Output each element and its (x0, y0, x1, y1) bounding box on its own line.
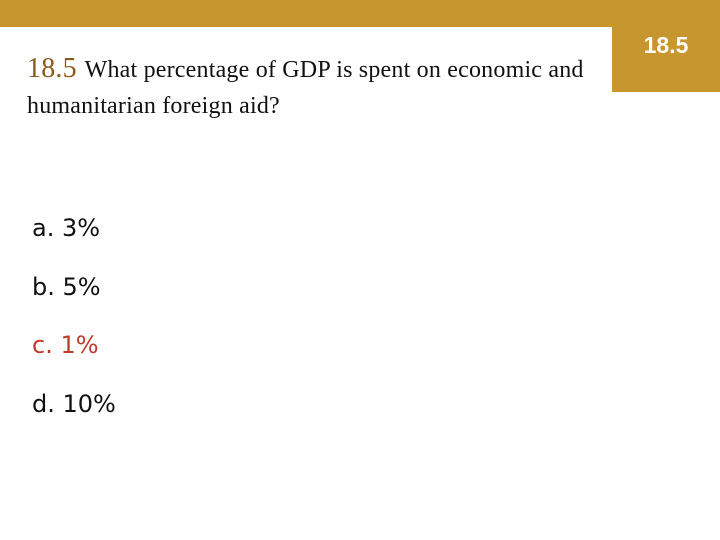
answer-option-b[interactable]: b. 5% (32, 272, 101, 301)
section-badge-label: 18.5 (643, 31, 689, 58)
section-badge: 18.5 (612, 0, 720, 92)
answer-option-d[interactable]: d. 10% (32, 389, 116, 418)
question-body: What percentage of GDP is spent on econo… (27, 57, 584, 119)
top-accent-bar (0, 0, 720, 27)
question-number: 18.5 (27, 53, 77, 84)
answer-option-a[interactable]: a. 3% (32, 214, 101, 242)
answer-list: a. 3% b. 5% c. 1% d. 10% (32, 203, 116, 437)
question-text: 18.5 What percentage of GDP is spent on … (27, 51, 607, 124)
answer-option-c[interactable]: c. 1% (32, 331, 99, 359)
